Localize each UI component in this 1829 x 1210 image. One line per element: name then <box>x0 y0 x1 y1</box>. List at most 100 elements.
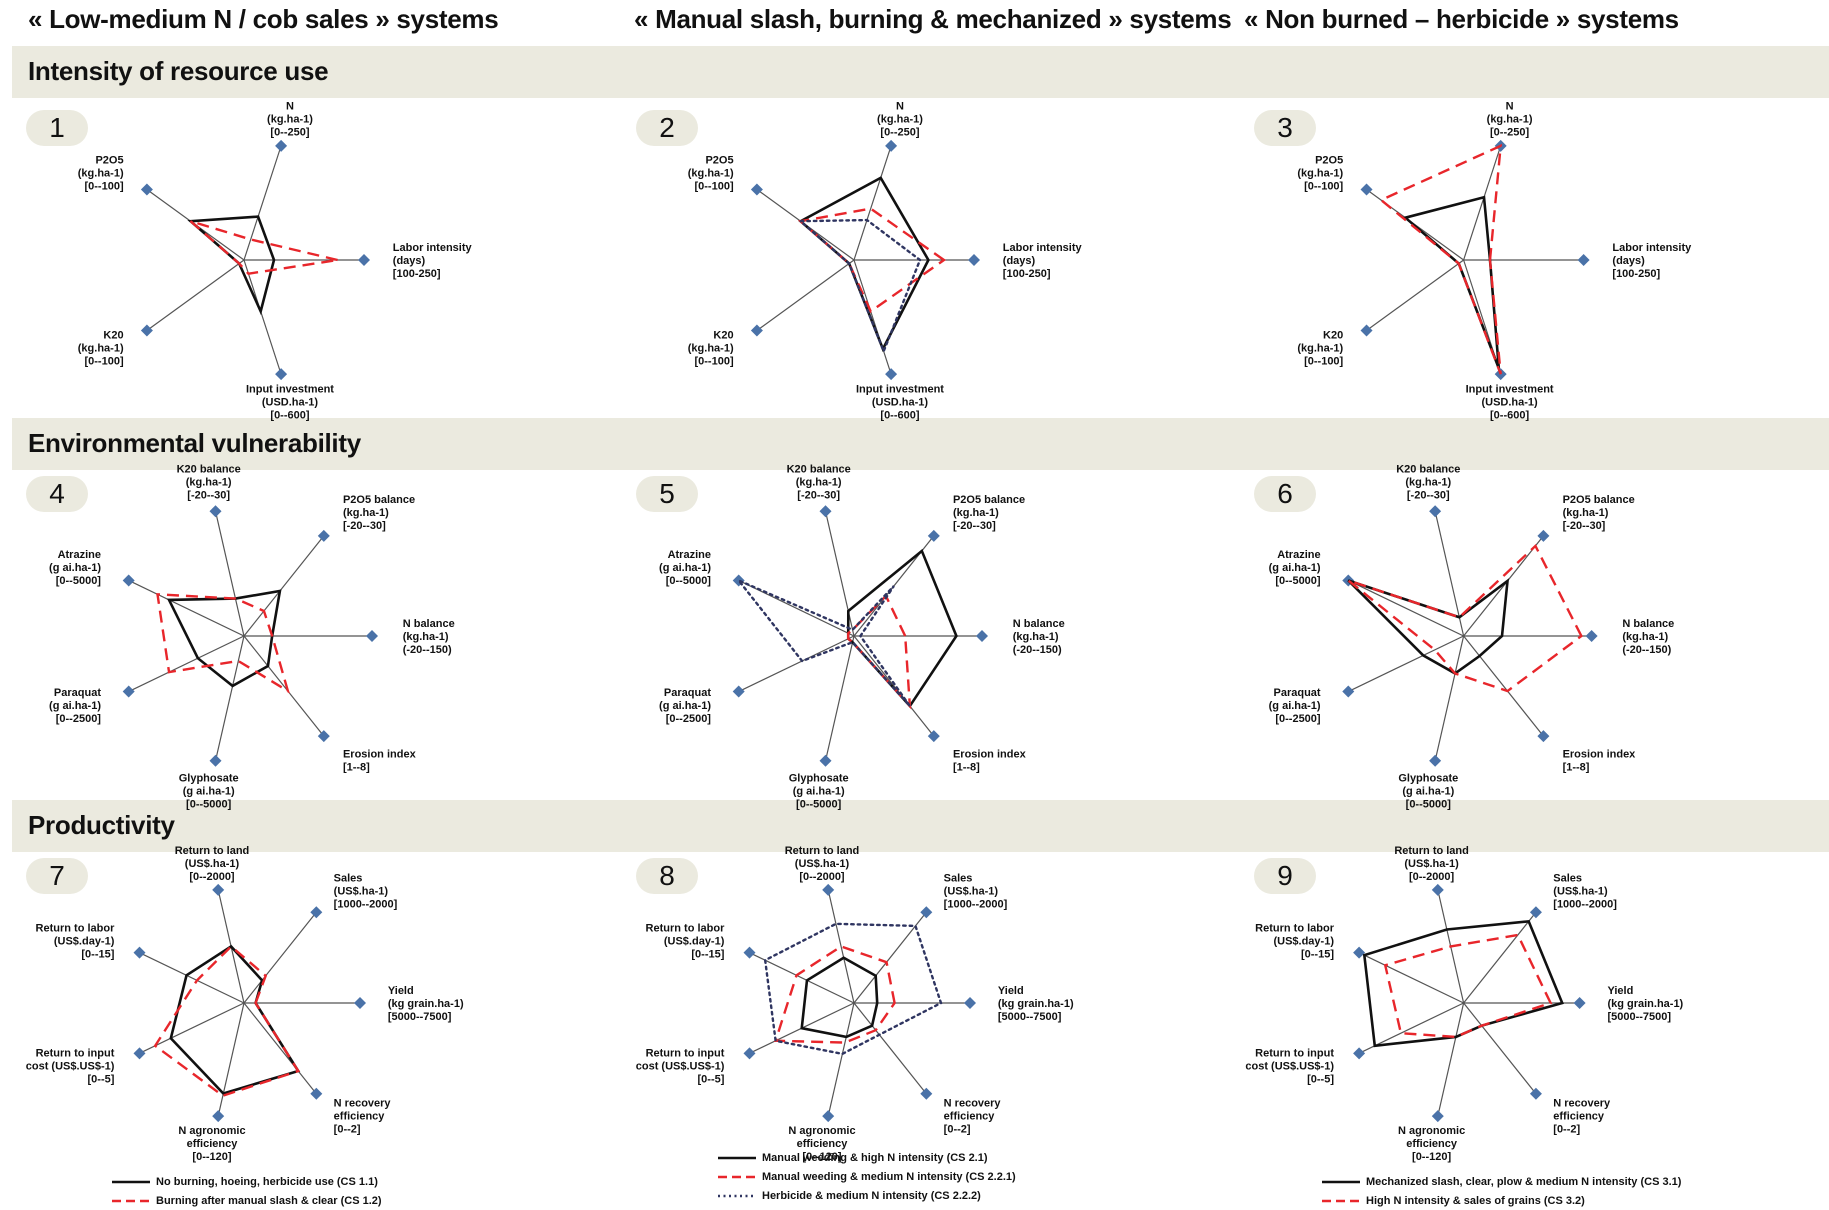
axis-end-marker-n <box>275 139 288 152</box>
axis-label-labor-intensity: Labor intensity (days) [100-250] <box>1003 242 1083 280</box>
axis-end-marker-yield <box>354 997 366 1009</box>
column-title-1: « Low-medium N / cob sales » systems <box>28 4 499 34</box>
panel-number-7: 7 <box>26 858 88 894</box>
axis-label-input-investment: Input investment (USD.ha-1) [0--600] <box>246 384 334 422</box>
axis-line-n-recovery <box>853 1002 927 1095</box>
axis-label-atrazine: Atrazine (g ai.ha-1) [0--5000] <box>659 549 711 587</box>
legend-item-solid: Manual weeding & high N intensity (CS 2.… <box>716 1148 1016 1167</box>
legend-item-dotted: Herbicide & medium N intensity (CS 2.2.2… <box>716 1186 1016 1205</box>
axis-end-marker-return-to-input <box>1353 1047 1366 1060</box>
axis-label-return-to-land: Return to land (US$.ha-1) [0--2000] <box>175 845 250 883</box>
legend-item-dashed: Manual weeding & medium N intensity (CS … <box>716 1167 1016 1186</box>
axis-label-n-recovery: N recovery efficiency [0--2] <box>1553 1097 1611 1135</box>
axis-label-yield: Yield (kg grain.ha-1) [5000--7500] <box>388 985 464 1023</box>
axis-line-n <box>853 145 892 261</box>
series-polygon-solid <box>800 956 879 1039</box>
series-polygon-solid <box>1362 919 1564 1048</box>
radar-chart-9: Yield (kg grain.ha-1) [5000--7500] Sales (US… <box>1245 845 1683 1163</box>
axis-line-return-to-labor <box>139 952 245 1004</box>
axis-line-glyphosate <box>1434 635 1465 761</box>
axis-line-p2o5-balance <box>243 535 325 637</box>
axis-label-return-to-land: Return to land (US$.ha-1) [0--2000] <box>1394 845 1469 883</box>
axis-label-n-agronomic: N agronomic efficiency [0--120] <box>178 1125 245 1163</box>
legend-column-3: Mechanized slash, clear, plow & medium N… <box>1320 1172 1681 1210</box>
series-polygon-dashed <box>153 944 301 1098</box>
axis-end-marker-k20 <box>140 324 153 337</box>
legend-item-solid: Mechanized slash, clear, plow & medium N… <box>1320 1172 1681 1191</box>
legend-swatch-solid <box>112 1180 150 1183</box>
axis-label-labor-intensity: Labor intensity (days) [100-250] <box>393 242 473 280</box>
axis-end-marker-n-recovery <box>310 1087 323 1100</box>
panel-number-9: 9 <box>1254 858 1316 894</box>
axis-label-labor-intensity: Labor intensity (days) [100-250] <box>1612 242 1692 280</box>
axis-end-marker-return-to-labor <box>1353 946 1366 959</box>
axis-line-k20-balance <box>1434 511 1465 637</box>
radar-chart-7: Yield (kg grain.ha-1) [5000--7500] Sales (US… <box>26 845 464 1163</box>
axis-end-marker-glyphosate <box>1429 754 1442 767</box>
panel-number-3: 3 <box>1254 110 1316 146</box>
axis-end-marker-p2o5-balance <box>1537 529 1550 542</box>
axis-line-atrazine <box>128 579 245 637</box>
axis-end-marker-n-balance <box>976 630 988 642</box>
axis-end-marker-labor-intensity <box>358 254 370 266</box>
series-polygon-dashed <box>773 945 896 1044</box>
axis-line-erosion-index <box>243 635 325 737</box>
axis-end-marker-k20-balance <box>819 505 832 518</box>
axis-label-atrazine: Atrazine (g ai.ha-1) [0--5000] <box>1269 549 1321 587</box>
axis-end-marker-n-balance <box>366 630 378 642</box>
axis-label-yield: Yield (kg grain.ha-1) [5000--7500] <box>998 985 1074 1023</box>
axis-end-marker-return-to-labor <box>133 946 146 959</box>
axis-label-n-balance: N balance (kg.ha-1) (-20--150) <box>1622 618 1674 656</box>
axis-label-p2o5: P2O5 (kg.ha-1) [0--100] <box>688 155 734 193</box>
series-polygon-dashed <box>1347 543 1583 693</box>
radar-chart-6: N balance (kg.ha-1) (-20--150) P2O5 balance… <box>1269 463 1675 810</box>
legend-item-solid: No burning, hoeing, herbicide use (CS 1.… <box>110 1172 382 1191</box>
series-polygon-solid <box>166 589 282 688</box>
axis-end-marker-k20 <box>750 324 763 337</box>
axis-line-n-recovery <box>243 1002 317 1095</box>
axis-line-erosion-index <box>1463 635 1544 737</box>
axis-end-marker-labor-intensity <box>968 254 980 266</box>
legend-column-2: Manual weeding & high N intensity (CS 2.… <box>716 1148 1016 1205</box>
series-polygon-dashed <box>1378 143 1503 375</box>
series-polygon-solid <box>187 215 276 316</box>
axis-label-k20-balance: K20 balance (kg.ha-1) [-20--30] <box>787 463 851 501</box>
radar-chart-3: Labor intensity (days) [100-250] N (kg.ha-1)… <box>1297 100 1692 421</box>
axis-end-marker-p2o5-balance <box>317 529 330 542</box>
axis-line-paraquat <box>1348 635 1464 693</box>
panel-number-5: 5 <box>636 476 698 512</box>
axis-end-marker-p2o5 <box>750 183 763 196</box>
axis-line-k20 <box>756 259 855 332</box>
axis-label-p2o5-balance: P2O5 balance (kg.ha-1) [-20--30] <box>1563 494 1635 532</box>
axis-label-erosion-index: Erosion index [1--8] <box>953 749 1027 774</box>
axis-line-glyphosate <box>214 635 245 761</box>
axis-label-input-investment: Input investment (USD.ha-1) [0--600] <box>856 384 944 422</box>
legend-swatch-dashed <box>718 1175 756 1178</box>
axis-end-marker-n-balance <box>1585 630 1598 642</box>
axis-line-n-agronomic <box>217 1002 245 1117</box>
axis-end-marker-k20-balance <box>209 505 222 518</box>
axis-label-p2o5: P2O5 (kg.ha-1) [0--100] <box>78 155 124 193</box>
axis-line-n-agronomic <box>1437 1002 1465 1117</box>
series-polygon-dotted <box>797 218 922 355</box>
axis-line-return-to-land <box>827 889 855 1004</box>
radar-chart-2: Labor intensity (days) [100-250] N (kg.ha-1)… <box>688 100 1083 421</box>
axis-end-marker-k20-balance <box>1429 505 1442 518</box>
axis-label-return-to-labor: Return to labor (US$.day-1) [0--15] <box>36 923 116 961</box>
section-title-resource-use: Intensity of resource use <box>28 56 329 86</box>
axis-end-marker-input-investment <box>275 368 288 381</box>
axis-line-n-agronomic <box>827 1002 855 1117</box>
column-title-3: « Non burned – herbicide » systems <box>1244 4 1679 34</box>
section-title-productivity: Productivity <box>28 810 175 840</box>
legend-label: Manual weeding & medium N intensity (CS … <box>762 1170 1016 1183</box>
axis-end-marker-glyphosate <box>819 754 832 767</box>
axis-label-p2o5-balance: P2O5 balance (kg.ha-1) [-20--30] <box>343 494 415 532</box>
axis-line-n <box>243 145 282 261</box>
axis-end-marker-glyphosate <box>209 754 222 767</box>
axis-line-input-investment <box>853 259 892 375</box>
panel-number-4: 4 <box>26 476 88 512</box>
axis-line-k20-balance <box>214 511 245 637</box>
series-polygon-dashed <box>1383 933 1553 1039</box>
panel-number-2: 2 <box>636 110 698 146</box>
legend-swatch-solid <box>1322 1180 1360 1183</box>
